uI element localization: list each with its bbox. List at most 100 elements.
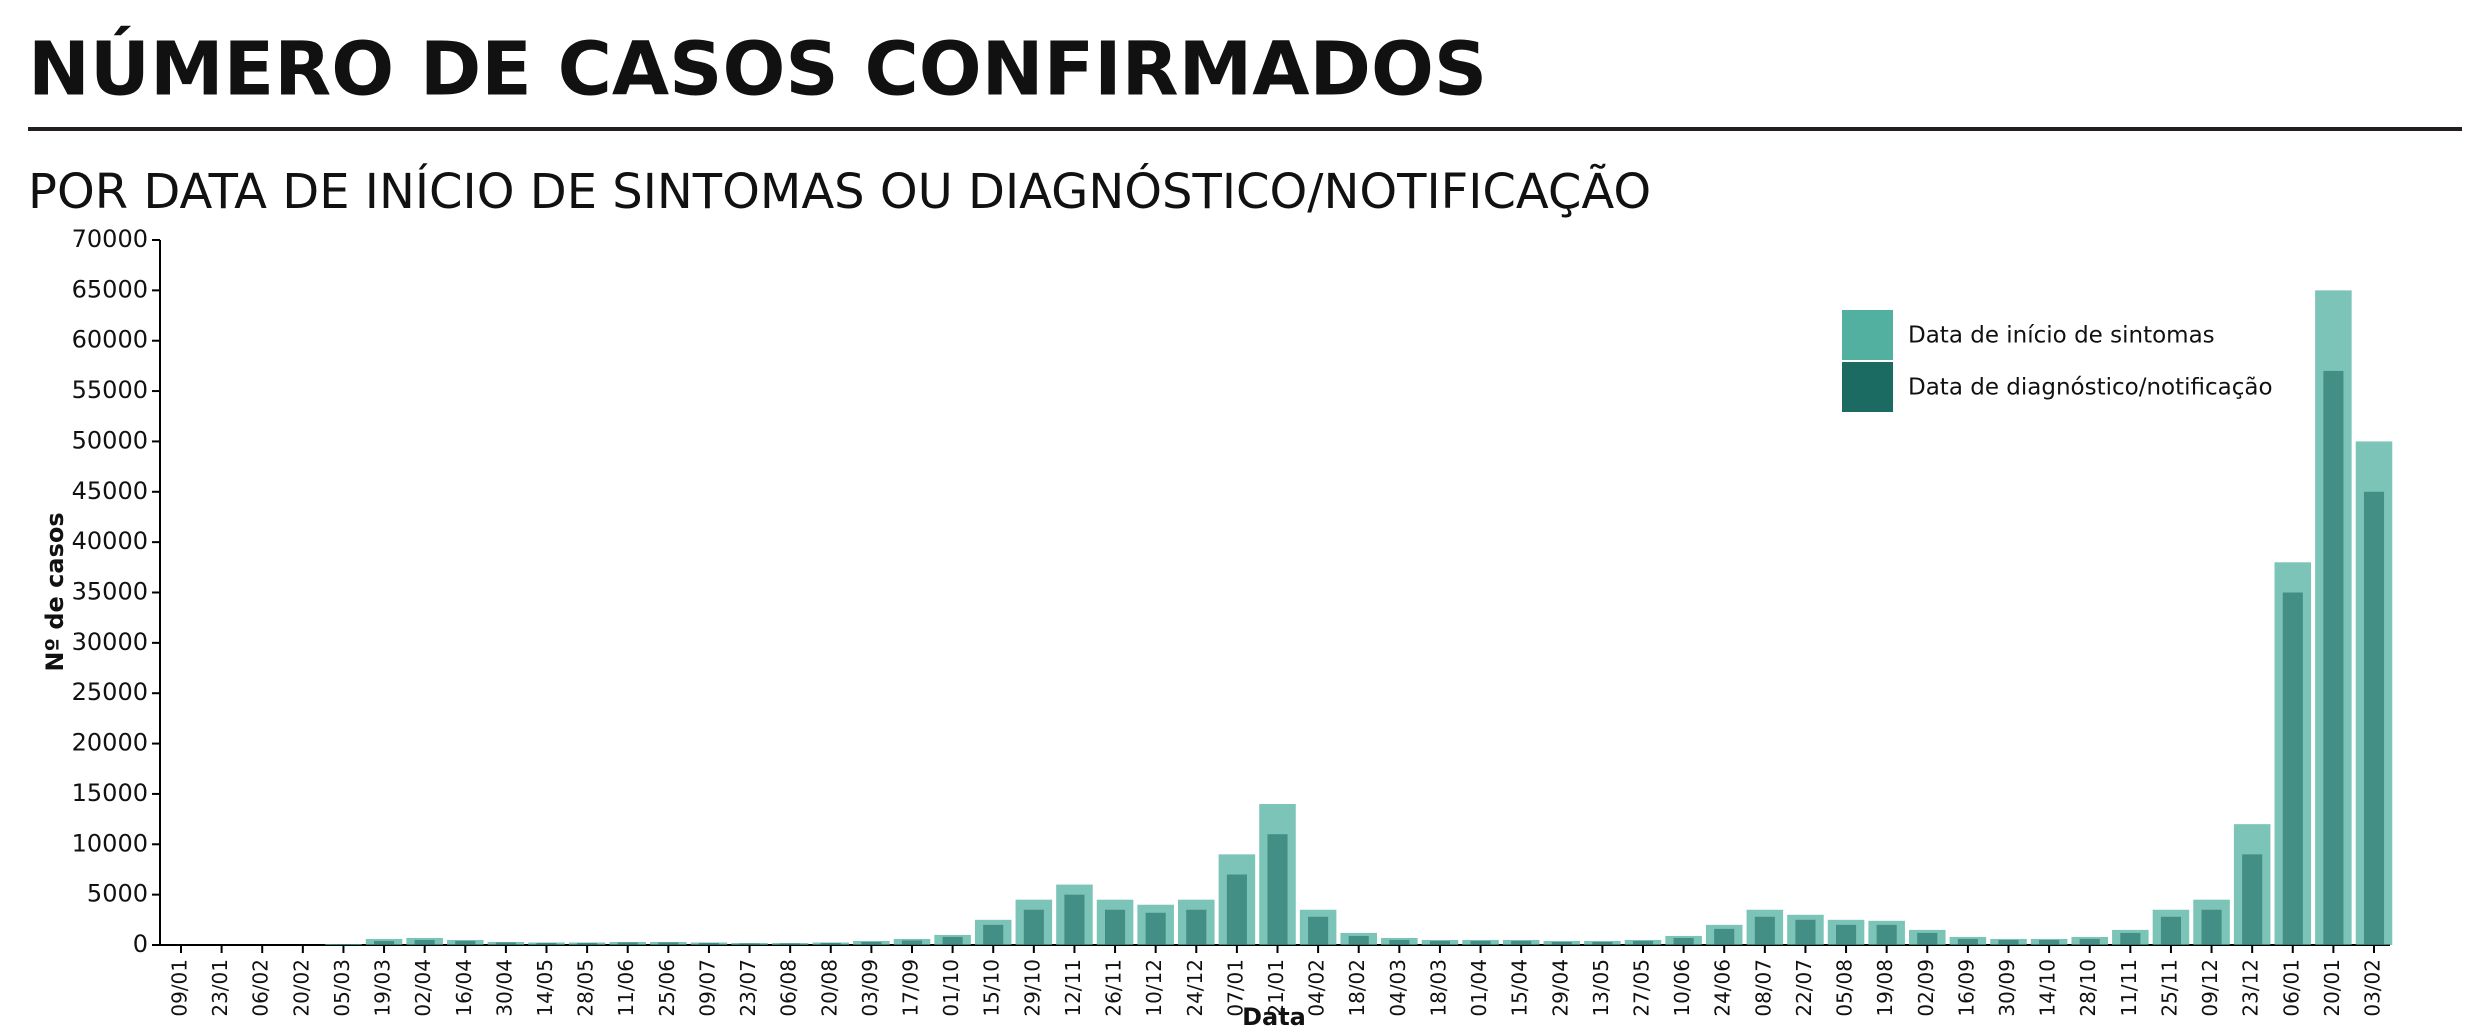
x-tick-label: 10/06 (1670, 959, 1694, 1017)
x-tick-label: 30/09 (1995, 959, 2019, 1017)
bar (1673, 937, 1694, 945)
bar (2363, 491, 2385, 945)
x-tick-label: 07/01 (1223, 959, 1247, 1017)
y-tick-label: 70000 (72, 225, 148, 253)
x-tick-label: 16/09 (1954, 959, 1978, 1017)
y-tick-label: 10000 (72, 829, 148, 857)
y-tick-label: 5000 (87, 880, 148, 908)
bar (617, 942, 638, 945)
bar (1714, 928, 1735, 945)
bar (1308, 916, 1329, 945)
x-tick-label: 14/05 (533, 959, 557, 1017)
x-tick-label: 02/09 (1914, 959, 1938, 1017)
x-tick-label: 14/10 (2036, 959, 2060, 1017)
x-tick-label: 15/10 (980, 959, 1004, 1017)
bar (942, 936, 963, 945)
bar (333, 944, 354, 945)
x-tick-label: 01/04 (1467, 959, 1491, 1017)
bar (1389, 939, 1410, 945)
bar (455, 940, 476, 945)
x-tick-label: 09/01 (168, 959, 192, 1017)
x-tick-label: 06/02 (249, 959, 273, 1017)
x-tick-label: 19/03 (371, 959, 395, 1017)
bar (861, 941, 882, 945)
x-tick-label: 10/12 (1142, 959, 1166, 1017)
y-tick-label: 0 (133, 930, 148, 958)
bar (1023, 909, 1044, 945)
x-tick-label: 23/12 (2239, 959, 2263, 1017)
x-tick-label: 03/02 (2361, 959, 2385, 1017)
x-tick-label: 16/04 (452, 959, 476, 1017)
x-tick-label: 05/03 (330, 959, 354, 1017)
bar (1998, 939, 2019, 945)
x-tick-label: 02/04 (411, 959, 435, 1017)
x-tick-label: 24/12 (1183, 959, 1207, 1017)
y-tick-label: 55000 (72, 376, 148, 404)
x-tick-label: 18/03 (1426, 959, 1450, 1017)
bar (1551, 941, 1572, 945)
x-tick-label: 20/02 (289, 959, 313, 1017)
bar (2201, 909, 2222, 945)
bar (536, 942, 557, 945)
bar (374, 940, 395, 945)
x-tick-label: 30/04 (492, 959, 516, 1017)
bar (1348, 935, 1369, 945)
bar (1754, 916, 1775, 945)
x-tick-label: 01/10 (939, 959, 963, 1017)
y-tick-label: 30000 (72, 628, 148, 656)
bar (495, 942, 516, 945)
x-tick-label: 24/06 (1711, 959, 1735, 1017)
bar (577, 942, 598, 945)
x-tick-label: 08/07 (1751, 959, 1775, 1017)
x-tick-label: 09/12 (2198, 959, 2222, 1017)
y-tick-label: 20000 (72, 729, 148, 757)
bar (1592, 941, 1613, 945)
bar (739, 943, 760, 945)
x-tick-label: 27/05 (1630, 959, 1654, 1017)
bar (1957, 938, 1978, 945)
x-tick-label: 19/08 (1873, 959, 1897, 1017)
x-tick-label: 29/04 (1548, 959, 1572, 1017)
x-tick-label: 28/10 (2076, 959, 2100, 1017)
bar (2242, 854, 2263, 945)
y-tick-label: 15000 (72, 779, 148, 807)
bar (1632, 940, 1654, 945)
x-tick-label: 06/01 (2279, 959, 2303, 1017)
bar (2160, 916, 2181, 945)
legend-label: Data de início de sintomas (1908, 323, 2215, 349)
x-tick-label: 20/01 (2320, 959, 2344, 1017)
bar (1917, 932, 1938, 945)
bar (901, 940, 923, 945)
x-tick-label: 20/08 (817, 959, 841, 1017)
bar (414, 939, 435, 945)
bar (2120, 932, 2141, 945)
bar (1511, 940, 1532, 945)
x-tick-label: 13/05 (1589, 959, 1613, 1017)
x-tick-label: 23/01 (208, 959, 232, 1017)
x-tick-label: 03/09 (858, 959, 882, 1017)
bar (698, 942, 719, 945)
y-tick-label: 45000 (72, 477, 148, 505)
bar (1876, 924, 1897, 945)
y-tick-label: 65000 (72, 275, 148, 303)
x-tick-label: 11/06 (614, 959, 638, 1017)
bar (1226, 874, 1247, 945)
y-tick-label: 60000 (72, 326, 148, 354)
bar (2039, 939, 2060, 945)
y-axis-title: Nº de casos (41, 512, 69, 671)
bar (658, 942, 679, 945)
y-tick-label: 40000 (72, 527, 148, 555)
chart-subtitle: POR DATA DE INÍCIO DE SINTOMAS OU DIAGNÓ… (28, 163, 1651, 220)
bar (1105, 909, 1126, 945)
y-tick-label: 35000 (72, 578, 148, 606)
y-tick-label: 50000 (72, 426, 148, 454)
x-tick-label: 04/03 (1386, 959, 1410, 1017)
bar (1186, 909, 1207, 945)
bar (2282, 592, 2303, 945)
x-tick-label: 25/06 (655, 959, 679, 1017)
x-tick-label: 17/09 (899, 959, 923, 1017)
legend-swatch (1842, 362, 1893, 412)
x-tick-label: 12/11 (1061, 959, 1085, 1017)
bar (1145, 912, 1166, 945)
